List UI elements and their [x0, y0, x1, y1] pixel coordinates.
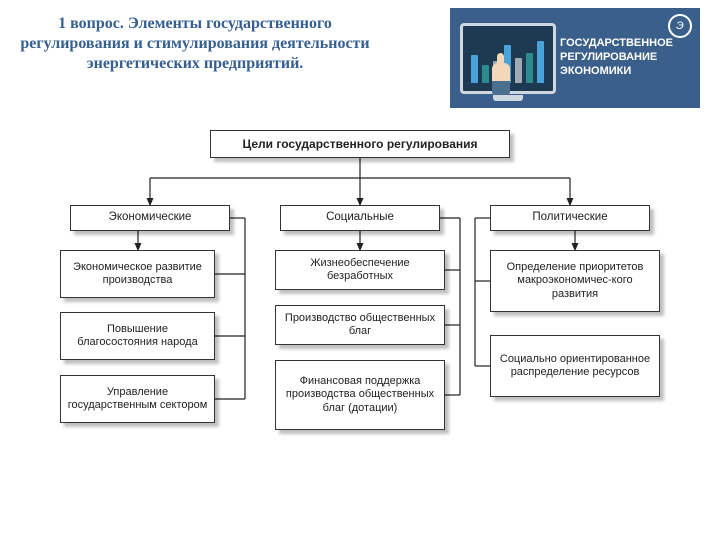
node-p1: Определение приоритетов макроэкономичес-…	[490, 250, 660, 312]
page-title: 1 вопрос. Элементы государственного регу…	[20, 8, 370, 74]
node-s1: Жизнеобеспечение безработных	[275, 250, 445, 290]
node-e1: Экономическое развитие производства	[60, 250, 215, 298]
node-soc: Социальные	[280, 205, 440, 231]
logo-icon: Э	[668, 14, 692, 38]
node-econ: Экономические	[70, 205, 230, 231]
node-s3: Финансовая поддержка производства общест…	[275, 360, 445, 430]
node-e2: Повышение благосостояния народа	[60, 312, 215, 360]
node-root: Цели государственного регулирования	[210, 130, 510, 158]
node-pol: Политические	[490, 205, 650, 231]
node-p2: Социально ориентированное распределение …	[490, 335, 660, 397]
hand-icon	[492, 63, 510, 85]
node-s2: Производство общественных благ	[275, 305, 445, 345]
promo-banner: Э ГОСУДАРСТВЕННОЕ РЕГУЛИРОВАНИЕ ЭКОНОМИК…	[450, 8, 700, 108]
node-e3: Управление государственным сектором	[60, 375, 215, 423]
promo-text: ГОСУДАРСТВЕННОЕ РЕГУЛИРОВАНИЕ ЭКОНОМИКИ	[560, 37, 690, 78]
hierarchy-diagram: Цели государственного регулирования Экон…	[60, 130, 660, 530]
